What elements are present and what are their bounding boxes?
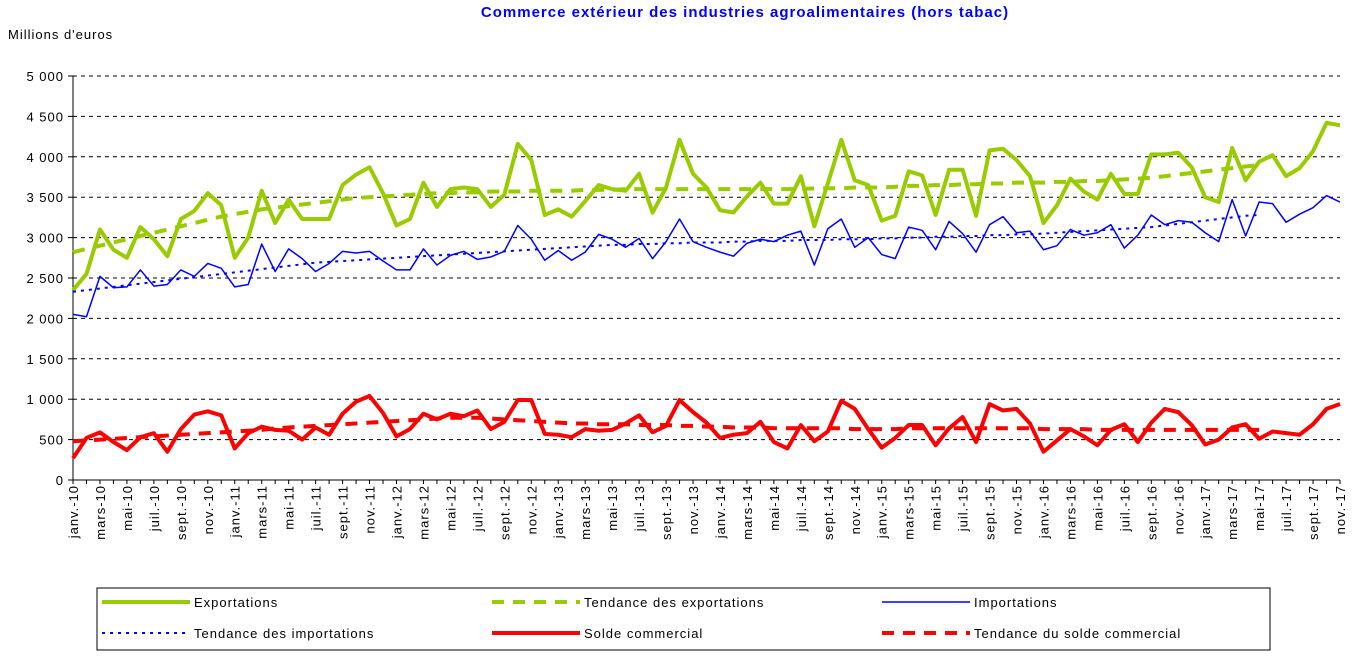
y-tick-label: 1 500 [26, 352, 64, 367]
series-line [72, 162, 1260, 255]
x-tick-label: sept.-16 [1144, 485, 1159, 540]
x-tick-label: mai-12 [443, 485, 458, 531]
x-tick-label: janv.-17 [1198, 485, 1213, 539]
x-tick-label: mai-10 [120, 485, 135, 531]
x-tick-label: mai-15 [929, 485, 944, 531]
series-line [72, 194, 1341, 318]
y-tick-label: 4 500 [26, 109, 64, 124]
x-tick-label: mars-10 [93, 485, 108, 540]
x-tick-label: janv.-13 [551, 485, 566, 539]
x-tick-label: juil.-10 [147, 485, 162, 532]
x-tick-label: mai-11 [282, 485, 297, 530]
x-tick-label: juil.-17 [1279, 485, 1294, 532]
legend-label: Solde commercial [584, 626, 703, 641]
x-tick-label: juil.-14 [794, 485, 809, 532]
x-tick-label: nov.-15 [1010, 485, 1025, 534]
x-tick-label: nov.-17 [1333, 485, 1348, 534]
x-tick-label: juil.-16 [1117, 485, 1132, 532]
y-tick-label: 2 000 [26, 311, 64, 326]
x-tick-label: mars-11 [255, 485, 270, 539]
y-tick-label: 3 500 [26, 190, 64, 205]
x-tick-label: mars-14 [740, 485, 755, 540]
x-tick-label: sept.-10 [174, 485, 189, 540]
x-tick-label: sept.-12 [497, 485, 512, 540]
x-tick-label: sept.-14 [821, 485, 836, 540]
series-line [72, 415, 1260, 444]
x-tick-label: nov.-12 [524, 485, 539, 534]
x-tick-label: sept.-15 [983, 485, 998, 540]
x-tick-label: nov.-14 [848, 485, 863, 534]
x-tick-label: janv.-10 [66, 485, 81, 539]
legend-label: Tendance des importations [194, 626, 374, 641]
x-tick-label: janv.-12 [389, 485, 404, 539]
x-tick-label: nov.-10 [201, 485, 216, 534]
x-tick-label: nov.-11 [363, 485, 378, 533]
x-tick-label: juil.-12 [470, 485, 485, 532]
x-tick-label: mai-16 [1090, 485, 1105, 531]
x-tick-label: nov.-16 [1171, 485, 1186, 534]
series-line [71, 120, 1341, 292]
x-tick-label: juil.-11 [309, 485, 324, 531]
x-tick-label: nov.-13 [686, 485, 701, 534]
legend-label: Importations [974, 595, 1058, 610]
x-tick-label: mars-13 [578, 485, 593, 540]
legend-label: Tendance du solde commercial [974, 626, 1181, 641]
chart-title: Commerce extérieur des industries agroal… [481, 4, 1009, 21]
x-tick-label: janv.-15 [875, 485, 890, 539]
y-tick-label: 5 000 [26, 69, 64, 84]
y-axis-label: Millions d'euros [8, 27, 113, 42]
x-tick-label: janv.-14 [713, 485, 728, 539]
y-tick-label: 500 [39, 433, 64, 448]
x-tick-label: sept.-17 [1306, 485, 1321, 540]
x-tick-label: janv.-16 [1036, 485, 1051, 539]
y-tick-label: 4 000 [26, 150, 64, 165]
x-tick-label: juil.-15 [956, 485, 971, 532]
y-tick-label: 1 000 [26, 392, 64, 407]
x-tick-label: mai-13 [605, 485, 620, 531]
x-tick-label: mars-12 [416, 485, 431, 540]
x-tick-label: mai-17 [1252, 485, 1267, 531]
x-tick-label: sept.-11 [336, 485, 351, 539]
x-tick-label: mai-14 [767, 485, 782, 531]
y-tick-label: 2 500 [26, 271, 64, 286]
y-tick-label: 0 [56, 473, 64, 488]
y-tick-label: 3 000 [26, 231, 64, 246]
x-tick-label: mars-15 [902, 485, 917, 540]
x-tick-label: mars-17 [1225, 485, 1240, 540]
x-tick-label: juil.-13 [632, 485, 647, 532]
legend-box [96, 587, 1271, 651]
legend-label: Exportations [194, 595, 278, 610]
legend-label: Tendance des exportations [584, 595, 764, 610]
x-tick-label: janv.-11 [228, 485, 243, 538]
x-tick-label: sept.-13 [659, 485, 674, 540]
x-tick-label: mars-16 [1063, 485, 1078, 540]
